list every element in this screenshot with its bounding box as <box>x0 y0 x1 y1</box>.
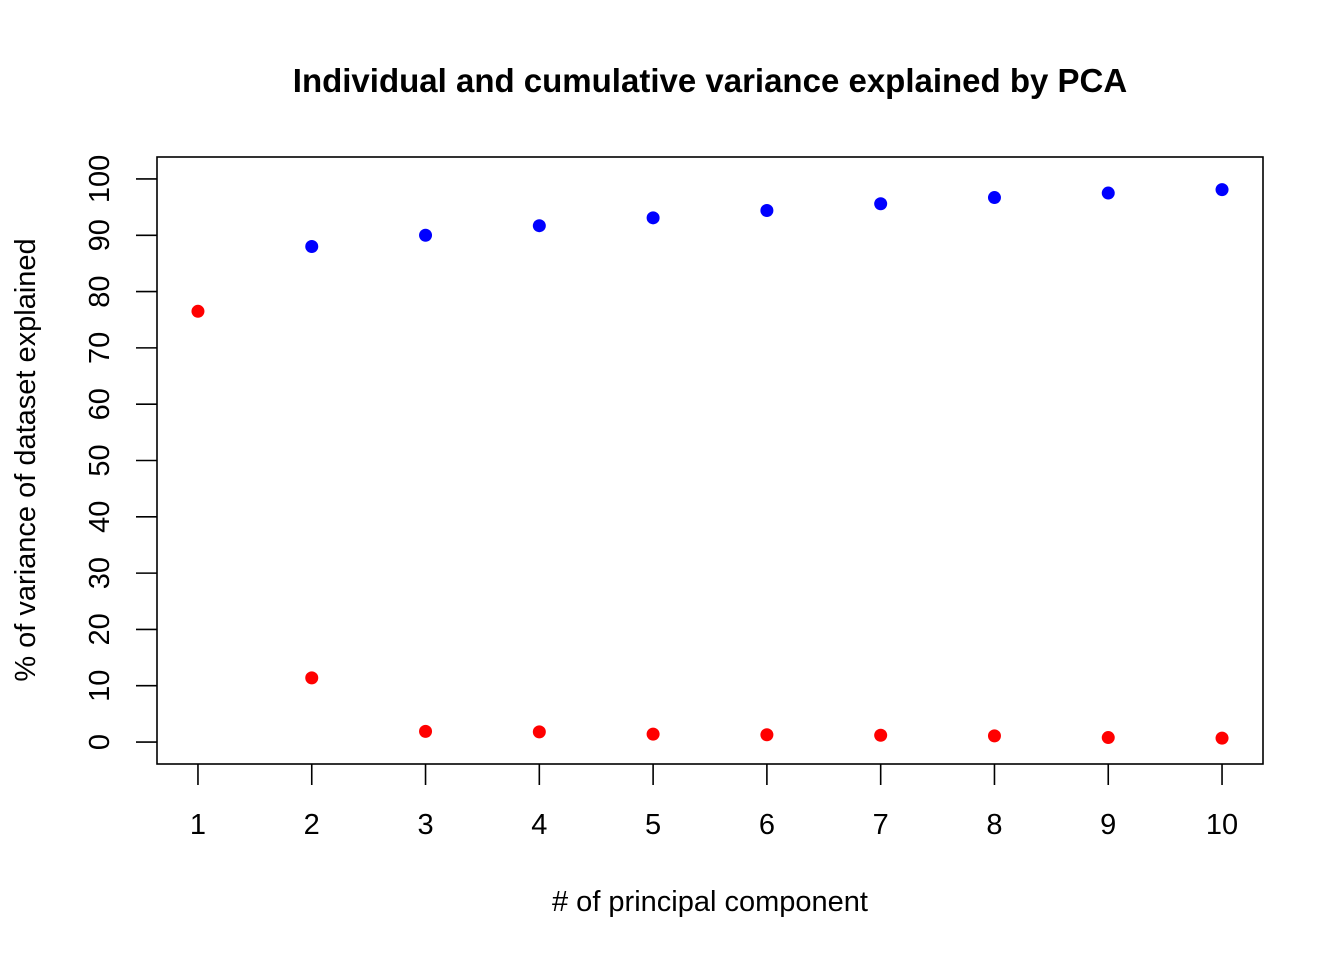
cumulative-variance-point <box>305 240 319 254</box>
y-tick-label: 80 <box>84 275 116 307</box>
y-tick-label: 60 <box>84 388 116 420</box>
x-tick-label: 10 <box>1206 809 1238 841</box>
chart-title: Individual and cumulative variance expla… <box>293 62 1127 99</box>
y-axis: 0 10 20 30 40 50 60 70 80 90 100 <box>84 155 157 750</box>
cumulative-variance-point <box>646 211 660 225</box>
x-tick-label: 7 <box>873 809 889 841</box>
x-tick-label: 8 <box>986 809 1002 841</box>
cumulative-variance-point <box>1215 183 1229 197</box>
x-tick-label: 3 <box>417 809 433 841</box>
x-tick-label: 6 <box>759 809 775 841</box>
data-points <box>191 183 1229 745</box>
cumulative-variance-point <box>874 197 888 211</box>
individual-variance-point <box>419 724 433 738</box>
individual-variance-point <box>532 725 546 739</box>
x-tick-label: 1 <box>190 809 206 841</box>
individual-variance-point <box>646 727 660 741</box>
y-tick-label: 20 <box>84 613 116 645</box>
individual-variance-point <box>1101 731 1115 745</box>
y-tick-label: 100 <box>84 155 116 203</box>
individual-variance-point <box>305 671 319 685</box>
individual-variance-point <box>1215 731 1229 745</box>
plot-frame <box>156 156 1264 765</box>
x-axis: 1 2 3 4 5 6 7 8 9 10 <box>190 764 1238 841</box>
x-tick-label: 2 <box>304 809 320 841</box>
y-tick-label: 70 <box>84 332 116 364</box>
y-tick-label: 90 <box>84 219 116 251</box>
y-tick-label: 40 <box>84 501 116 533</box>
individual-variance-point <box>760 728 774 742</box>
y-axis-label: % of variance of dataset explained <box>10 238 42 681</box>
cumulative-variance-point <box>987 191 1001 205</box>
x-axis-label: # of principal component <box>552 886 868 918</box>
cumulative-variance-point <box>419 228 433 242</box>
y-tick-label: 0 <box>84 734 116 750</box>
y-tick-label: 30 <box>84 557 116 589</box>
y-tick-label: 50 <box>84 444 116 476</box>
individual-variance-point <box>191 304 205 318</box>
individual-variance-point <box>874 728 888 742</box>
individual-variance-point <box>987 729 1001 743</box>
x-tick-label: 4 <box>531 809 547 841</box>
cumulative-variance-point <box>1101 186 1115 200</box>
cumulative-variance-point <box>532 219 546 233</box>
y-tick-label: 10 <box>84 670 116 702</box>
cumulative-variance-point <box>760 203 774 217</box>
x-tick-label: 5 <box>645 809 661 841</box>
x-tick-label: 9 <box>1100 809 1116 841</box>
